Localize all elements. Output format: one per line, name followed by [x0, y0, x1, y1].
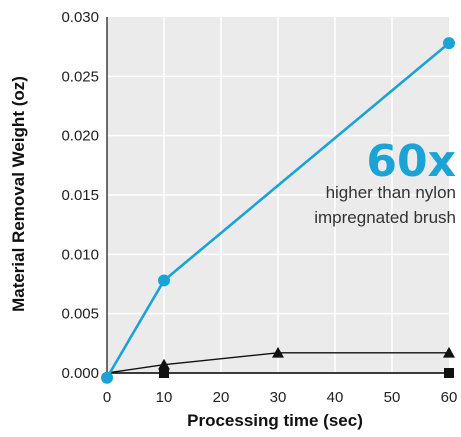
data-point-square: [444, 368, 454, 378]
annotation-line-1: higher than nylon: [326, 183, 456, 202]
data-point-circle: [101, 371, 113, 384]
data-point-triangle: [443, 346, 455, 358]
x-tick-label: 60: [441, 389, 458, 406]
y-tick-label: 0.000: [61, 365, 99, 382]
y-axis-title: Material Removal Weight (oz): [9, 76, 28, 312]
y-tick-label: 0.025: [61, 68, 99, 85]
data-point-circle: [443, 37, 455, 50]
y-tick-label: 0.015: [61, 187, 99, 204]
grid: [107, 17, 449, 373]
y-tick-label: 0.030: [61, 9, 99, 26]
series-layer: [101, 37, 455, 384]
x-tick-label: 20: [213, 389, 230, 406]
data-point-square: [159, 368, 169, 378]
x-tick-label: 0: [103, 389, 111, 406]
tick-labels: 0 10 20 30 40 50 60 0.000 0.005 0.010 0.015 0.020 0.…: [61, 9, 457, 406]
annotation-line-2: impregnated brush: [314, 208, 456, 227]
x-tick-label: 30: [270, 389, 287, 406]
y-tick-label: 0.020: [61, 128, 99, 145]
y-tick-label: 0.005: [61, 306, 99, 323]
x-axis-title: Processing time (sec): [187, 411, 363, 430]
data-point-circle: [158, 274, 170, 287]
y-tick-label: 0.010: [61, 246, 99, 263]
series-line-triangle: [106, 352, 449, 374]
x-tick-label: 40: [327, 389, 344, 406]
x-tick-label: 10: [156, 389, 173, 406]
data-point-triangle: [158, 358, 170, 370]
x-tick-label: 50: [384, 389, 401, 406]
data-point-triangle: [272, 346, 284, 358]
annotation-multiplier: 60x: [366, 136, 456, 187]
